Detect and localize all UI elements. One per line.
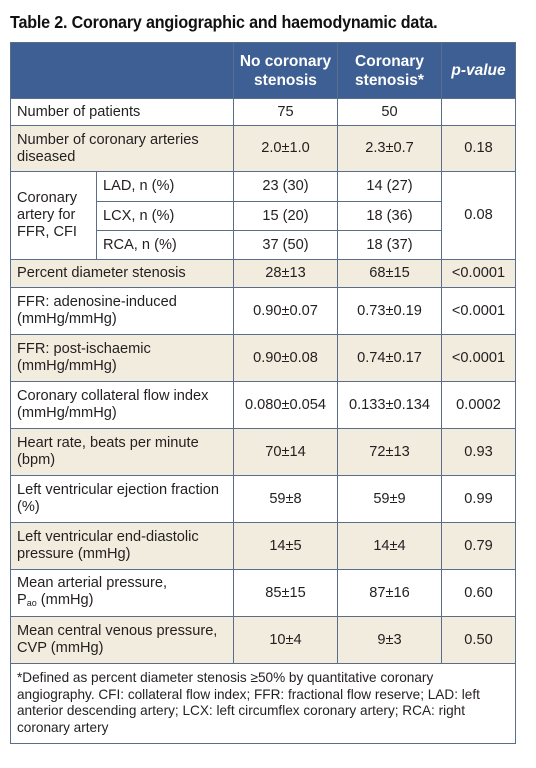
label-symbol: P [17,591,27,608]
table-row: Left ventricular end-diastolic pressure … [10,522,516,570]
cell-v2: 0.73±0.19 [337,287,442,335]
header-no-stenosis: No coronary stenosis [233,42,338,99]
table-row: FFR: post-ischaemic (mmHg/mmHg) 0.90±0.0… [10,334,516,382]
cell-p: 0.08 [441,171,516,260]
cell-p: 0.0002 [441,381,516,429]
cell-v2: 87±16 [337,569,442,617]
row-label: Mean arterial pressure, Pao (mmHg) [10,569,234,617]
cell-v1: 75 [233,98,338,126]
table-row: Left ventricular ejection fraction (%) 5… [10,475,516,523]
row-label: FFR: adenosine-induced (mmHg/mmHg) [10,287,234,335]
header-stenosis: Coronary stenosis* [337,42,442,99]
cell-p: 0.93 [441,428,516,476]
table-row: Number of coronary arteries diseased 2.0… [10,125,516,172]
row-label: Number of patients [10,98,234,126]
table-row: Mean arterial pressure, Pao (mmHg) 85±15… [10,569,516,617]
table-row: Mean central venous pressure, CVP (mmHg)… [10,616,516,664]
cell-v2: 68±15 [337,259,442,288]
row-label: Heart rate, beats per minute (bpm) [10,428,234,476]
label-unit: (mmHg) [36,591,94,608]
row-label: LCX, n (%) [96,201,234,231]
row-label: Percent diameter stenosis [10,259,234,288]
cell-v1: 0.90±0.08 [233,334,338,382]
cell-v1: 0.90±0.07 [233,287,338,335]
group-label: Coronary artery for FFR, CFI [10,171,97,260]
header-blank [10,42,234,99]
cell-p: 0.50 [441,616,516,664]
footnote-row: *Defined as percent diameter stenosis ≥5… [10,663,516,744]
cell-v1: 37 (50) [233,230,338,260]
cell-v1: 0.080±0.054 [233,381,338,429]
table-title: Table 2. Coronary angiographic and haemo… [10,12,438,32]
cell-v2: 14 (27) [337,171,442,202]
row-label: LAD, n (%) [96,171,234,202]
cell-p: <0.0001 [441,287,516,335]
cell-p: 0.60 [441,569,516,617]
cell-v1: 70±14 [233,428,338,476]
cell-v2: 50 [337,98,442,126]
footnote: *Defined as percent diameter stenosis ≥5… [10,663,516,744]
table-row: Percent diameter stenosis 28±13 68±15 <0… [10,259,516,288]
label-subscript: ao [26,597,37,608]
cell-v1: 28±13 [233,259,338,288]
cell-p: <0.0001 [441,259,516,288]
table-row: FFR: adenosine-induced (mmHg/mmHg) 0.90±… [10,287,516,335]
cell-p: 0.99 [441,475,516,523]
row-label: Number of coronary arteries diseased [10,125,234,172]
cell-p: 0.18 [441,125,516,172]
row-label: FFR: post-ischaemic (mmHg/mmHg) [10,334,234,382]
row-label: RCA, n (%) [96,230,234,260]
table-row: LCX, n (%) 15 (20) 18 (36) [11,201,516,231]
cell-p: <0.0001 [441,334,516,382]
cell-v1: 2.0±1.0 [233,125,338,172]
row-label: Mean central venous pressure, CVP (mmHg) [10,616,234,664]
table-row: RCA, n (%) 37 (50) 18 (37) [11,230,516,260]
cell-v1: 85±15 [233,569,338,617]
cell-v2: 0.133±0.134 [337,381,442,429]
label-text: Mean arterial pressure, [17,574,168,591]
table-row: Coronary collateral flow index (mmHg/mmH… [10,381,516,429]
cell-v2: 59±9 [337,475,442,523]
cell-v2: 9±3 [337,616,442,664]
cell-v2: 2.3±0.7 [337,125,442,172]
cell-v1: 14±5 [233,522,338,570]
header-p-value: p-value [441,42,516,99]
table-row: Coronary artery for FFR, CFI LAD, n (%) … [10,171,516,260]
table-row: Heart rate, beats per minute (bpm) 70±14… [10,428,516,476]
cell-v1: 10±4 [233,616,338,664]
cell-p: 0.79 [441,522,516,570]
cell-p [441,98,516,126]
data-table: No coronary stenosis Coronary stenosis* … [10,42,516,744]
row-label: Left ventricular end-diastolic pressure … [10,522,234,570]
cell-v2: 18 (36) [337,201,442,231]
cell-v2: 72±13 [337,428,442,476]
cell-v2: 18 (37) [337,230,442,260]
cell-v1: 59±8 [233,475,338,523]
table-row: Number of patients 75 50 [10,98,516,126]
cell-v1: 23 (30) [233,171,338,202]
row-label: Coronary collateral flow index (mmHg/mmH… [10,381,234,429]
cell-v1: 15 (20) [233,201,338,231]
header-row: No coronary stenosis Coronary stenosis* … [10,42,516,99]
cell-v2: 14±4 [337,522,442,570]
row-label: Left ventricular ejection fraction (%) [10,475,234,523]
cell-v2: 0.74±0.17 [337,334,442,382]
